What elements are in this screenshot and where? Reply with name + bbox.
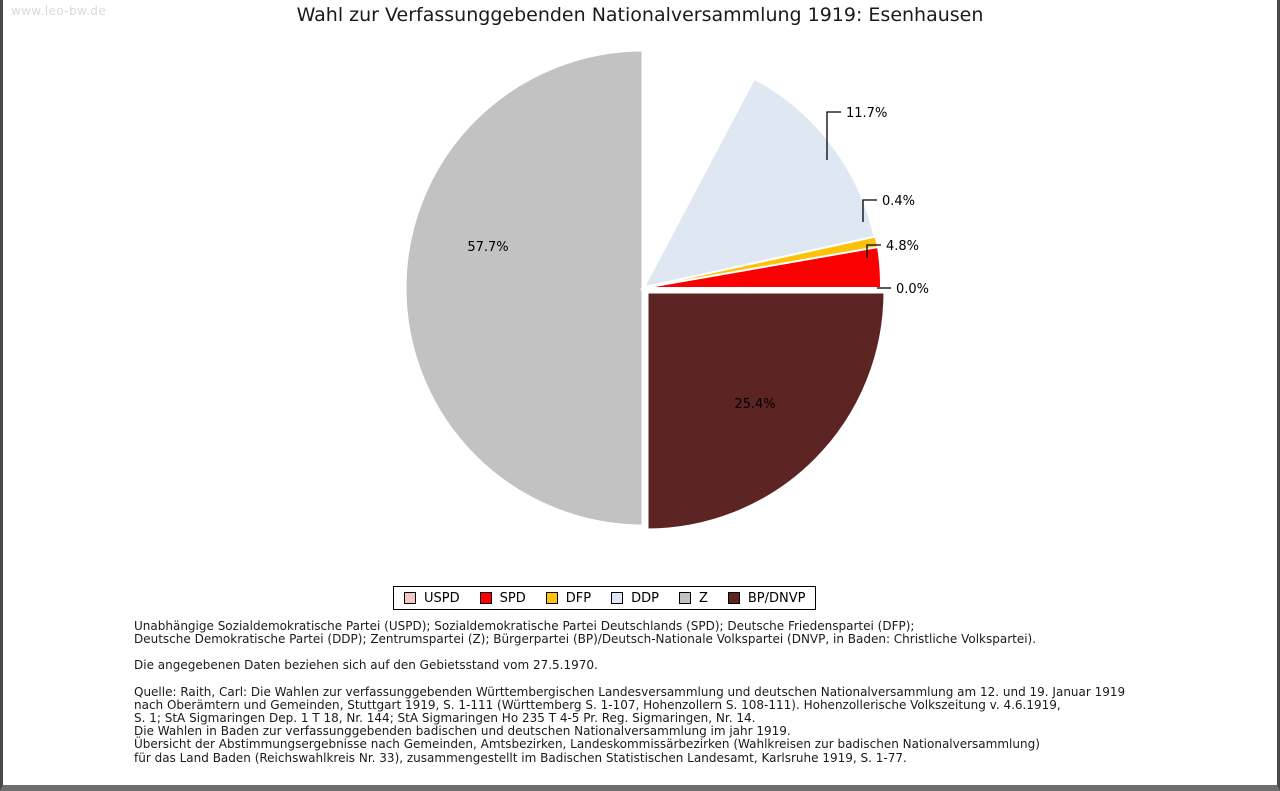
pie-label-dfp: 0.4% [882, 194, 915, 209]
legend-label-z: Z [698, 590, 708, 606]
callout-dfp: 0.4% [862, 194, 915, 222]
legend-label-ddp: DDP [631, 590, 659, 606]
legend-swatch-uspd [404, 592, 416, 604]
pie-label-z: 57.7% [467, 240, 508, 255]
note-block-source: Quelle: Raith, Carl: Die Wahlen zur verf… [134, 684, 1234, 765]
page-title: Wahl zur Verfassunggebenden Nationalvers… [296, 4, 984, 26]
legend-item-uspd[interactable]: USPD [404, 591, 460, 606]
pie-label-bp-dnvp: 25.4% [734, 397, 775, 412]
legend-swatch-dfp [545, 592, 558, 604]
pie-slice-ddp[interactable] [640, 75, 877, 291]
legend-swatch-ddp [611, 592, 624, 604]
pie-slice-bp-dnvp[interactable] [645, 290, 887, 532]
legend-swatch-spd [479, 592, 492, 604]
note-line: nach Oberämtern und Gemeinden, Stuttgart… [134, 697, 1061, 712]
note-block-parties: Unabhängige Sozialdemokratische Partei (… [134, 619, 1234, 647]
note-line: Deutsche Demokratische Partei (DDP); Zen… [134, 632, 1037, 647]
footnotes: Unabhängige Sozialdemokratische Partei (… [134, 619, 1234, 765]
note-line: Unabhängige Sozialdemokratische Partei (… [134, 619, 915, 633]
legend-label-bp-dnvp: BP/DNVP [747, 590, 806, 606]
note-block-gebietsstand: Die angegebenen Daten beziehen sich auf … [134, 659, 1234, 672]
legend-swatch-z [678, 592, 691, 604]
legend-label-uspd: USPD [424, 590, 460, 606]
pie-label-uspd: 0.0% [896, 282, 929, 297]
legend-item-dfp[interactable]: DFP [545, 590, 592, 606]
note-line: Quelle: Raith, Carl: Die Wahlen zur verf… [134, 684, 1126, 699]
pie-label-ddp: 11.7% [846, 106, 887, 121]
chart-legend: USPD SPD DFP DDP Z BP/DNVP [393, 586, 817, 610]
legend-swatch-bp-dnvp [727, 592, 740, 604]
note-line: Übersicht der Abstimmungsergebnisse nach… [134, 737, 1040, 752]
legend-label-spd: SPD [499, 590, 526, 606]
callout-uspd: 0.0% [877, 282, 929, 297]
pie-chart: 11.7% 0.4% 4.8% 0.0% 57.7% 25.4% [3, 30, 1277, 575]
watermark-text: www.leo-bw.de [11, 4, 107, 18]
legend-label-dfp: DFP [565, 590, 592, 606]
legend-item-bp-dnvp[interactable]: BP/DNVP [727, 590, 806, 606]
note-line: Die Wahlen in Baden zur verfassunggebend… [134, 724, 791, 739]
pie-svg: 11.7% 0.4% 4.8% 0.0% 57.7% 25.4% [403, 48, 929, 532]
pie-slice-z[interactable] [403, 48, 645, 528]
note-line: Die angegebenen Daten beziehen sich auf … [134, 658, 598, 673]
legend-item-ddp[interactable]: DDP [611, 591, 659, 606]
callout-ddp: 11.7% [826, 106, 887, 160]
legend-item-spd[interactable]: SPD [479, 590, 526, 606]
callout-spd: 4.8% [866, 239, 919, 258]
note-line: S. 1; StA Sigmaringen Dep. 1 T 18, Nr. 1… [134, 711, 756, 726]
pie-label-spd: 4.8% [886, 239, 919, 254]
note-line: für das Land Baden (Reichswahlkreis Nr. … [134, 750, 907, 765]
legend-item-z[interactable]: Z [678, 590, 708, 606]
